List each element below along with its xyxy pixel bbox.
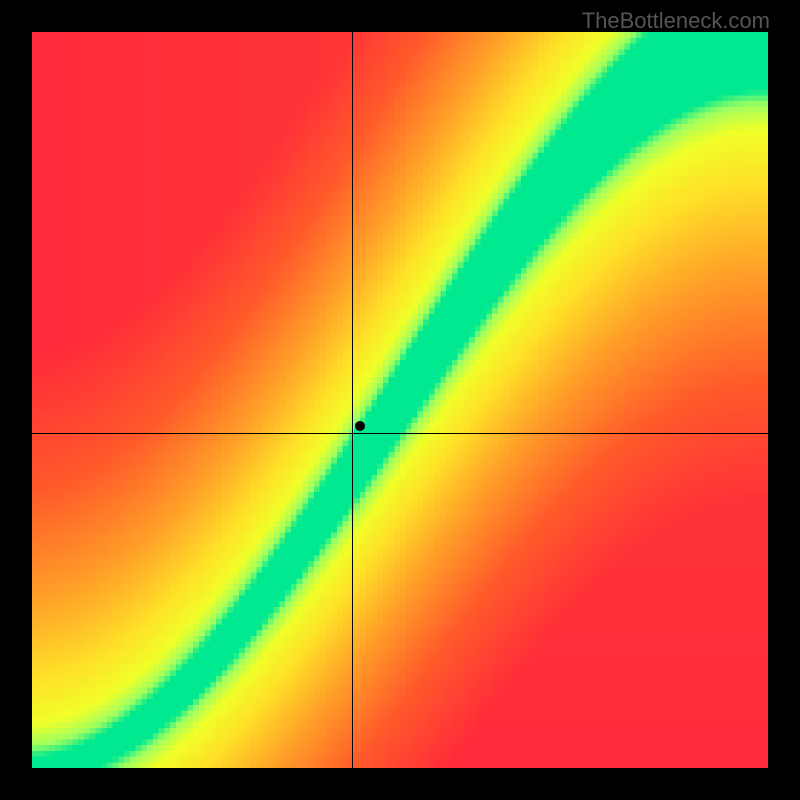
data-point-marker xyxy=(355,421,365,431)
crosshair-vertical xyxy=(352,32,353,768)
crosshair-horizontal xyxy=(32,433,768,434)
plot-area xyxy=(32,32,768,768)
heatmap-canvas xyxy=(32,32,768,768)
watermark-text: TheBottleneck.com xyxy=(582,8,770,34)
